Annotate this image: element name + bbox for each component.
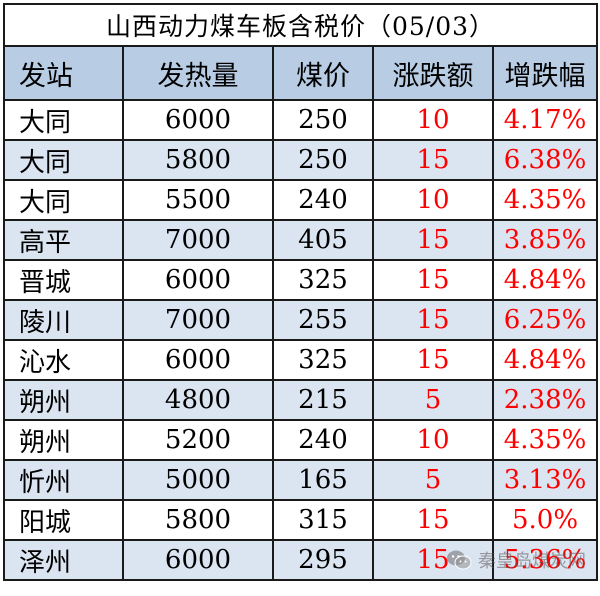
coal-price-cell: 315 (272, 499, 374, 541)
calorific-value-cell: 6000 (122, 259, 274, 301)
table-row: 沁水 6000 325 15 4.84% (3, 339, 599, 381)
table-row: 阳城 5800 315 15 5.0% (3, 499, 599, 541)
price-change-cell: 15 (372, 539, 494, 581)
station-cell: 晋城 (3, 259, 124, 301)
change-percent-cell: 5.36% (491, 539, 599, 581)
coal-price-cell: 250 (272, 139, 374, 181)
header-calorific-value: 发热量 (122, 45, 274, 101)
header-station: 发站 (3, 45, 124, 101)
change-percent-cell: 5.0% (491, 499, 599, 541)
calorific-value-cell: 6000 (122, 539, 274, 581)
watermark: 秦皇岛煤炭网 (446, 546, 586, 574)
calorific-value-cell: 5800 (122, 499, 274, 541)
station-cell: 忻州 (3, 459, 124, 501)
table-row: 忻州 5000 165 5 3.13% (3, 459, 599, 501)
table-row: 高平 7000 405 15 3.85% (3, 219, 599, 261)
table-row: 泽州 6000 295 15 5.36% (3, 539, 599, 581)
coal-price-cell: 215 (272, 379, 374, 421)
station-cell: 朔州 (3, 419, 124, 461)
coal-price-cell: 165 (272, 459, 374, 501)
price-change-cell: 15 (372, 139, 494, 181)
price-change-cell: 15 (372, 339, 494, 381)
price-change-cell: 10 (372, 419, 494, 461)
coal-price-cell: 250 (272, 99, 374, 141)
station-cell: 大同 (3, 139, 124, 181)
table-row: 朔州 5200 240 10 4.35% (3, 419, 599, 461)
table-row: 大同 5500 240 10 4.35% (3, 179, 599, 221)
table-title: 山西动力煤车板含税价（05/03） (2, 3, 599, 47)
change-percent-cell: 4.84% (491, 339, 599, 381)
table-row: 晋城 6000 325 15 4.84% (3, 259, 599, 301)
calorific-value-cell: 6000 (122, 339, 274, 381)
calorific-value-cell: 7000 (122, 219, 274, 261)
coal-price-cell: 325 (272, 259, 374, 301)
price-change-cell: 15 (372, 219, 494, 261)
price-change-cell: 15 (372, 499, 494, 541)
coal-price-cell: 240 (272, 419, 374, 461)
header-row: 发站 发热量 煤价 涨跌额 增跌幅 (3, 45, 599, 101)
station-cell: 高平 (3, 219, 124, 261)
table-row: 大同 6000 250 10 4.17% (3, 99, 599, 141)
watermark-text: 秦皇岛煤炭网 (478, 551, 586, 572)
wechat-icon (447, 550, 472, 570)
change-percent-cell: 4.17% (491, 99, 599, 141)
change-percent-cell: 2.38% (491, 379, 599, 421)
station-cell: 大同 (3, 179, 124, 221)
change-percent-cell: 4.84% (491, 259, 599, 301)
change-percent-cell: 4.35% (491, 419, 599, 461)
table-body: 大同 6000 250 10 4.17% 大同 5800 250 15 6.38% 大同 5500 24… (3, 99, 599, 581)
calorific-value-cell: 4800 (122, 379, 274, 421)
coal-price-cell: 295 (272, 539, 374, 581)
station-cell: 陵川 (3, 299, 124, 341)
station-cell: 朔州 (3, 379, 124, 421)
coal-price-cell: 325 (272, 339, 374, 381)
coal-price-cell: 240 (272, 179, 374, 221)
price-change-cell: 15 (372, 259, 494, 301)
table-row: 陵川 7000 255 15 6.25% (3, 299, 599, 341)
price-change-cell: 15 (372, 299, 494, 341)
calorific-value-cell: 5000 (122, 459, 274, 501)
header-change-percent: 增跌幅 (491, 45, 599, 101)
change-percent-cell: 6.25% (491, 299, 599, 341)
change-percent-cell: 3.85% (491, 219, 599, 261)
calorific-value-cell: 7000 (122, 299, 274, 341)
change-percent-cell: 4.35% (491, 179, 599, 221)
station-cell: 沁水 (3, 339, 124, 381)
coal-price-cell: 255 (272, 299, 374, 341)
coal-price-cell: 405 (272, 219, 374, 261)
table-row: 朔州 4800 215 5 2.38% (3, 379, 599, 421)
price-change-cell: 5 (372, 459, 494, 501)
station-cell: 大同 (3, 99, 124, 141)
price-change-cell: 10 (372, 99, 494, 141)
calorific-value-cell: 5200 (122, 419, 274, 461)
calorific-value-cell: 6000 (122, 99, 274, 141)
price-change-cell: 10 (372, 179, 494, 221)
change-percent-cell: 6.38% (491, 139, 599, 181)
header-coal-price: 煤价 (272, 45, 374, 101)
station-cell: 泽州 (3, 539, 124, 581)
calorific-value-cell: 5500 (122, 179, 274, 221)
calorific-value-cell: 5800 (122, 139, 274, 181)
table-row: 大同 5800 250 15 6.38% (3, 139, 599, 181)
coal-price-table: 山西动力煤车板含税价（05/03） 发站 发热量 煤价 涨跌额 增跌幅 大同 60… (2, 3, 599, 581)
price-change-cell: 5 (372, 379, 494, 421)
header-price-change: 涨跌额 (372, 45, 494, 101)
change-percent-cell: 3.13% (491, 459, 599, 501)
station-cell: 阳城 (3, 499, 124, 541)
